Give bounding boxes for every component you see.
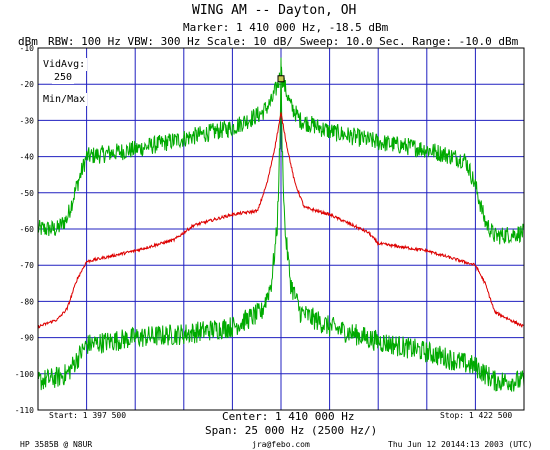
- trace-series-3: [38, 112, 525, 329]
- y-tick-label: -40: [20, 153, 35, 162]
- y-tick-labels: -10 -20 -30 -40 -50 -60 -70 -80 -90 -100 -110: [15, 44, 34, 415]
- plot-frame: [37, 47, 525, 411]
- y-tick-label: -10: [20, 44, 35, 53]
- contact-email: jra@febo.com: [252, 440, 310, 449]
- y-tick-label: -70: [20, 261, 35, 270]
- y-tick-label: -90: [20, 334, 35, 343]
- vidavg-value: 250: [52, 71, 75, 84]
- y-tick-label: -80: [20, 297, 35, 306]
- stop-frequency: Stop: 1 422 500: [440, 411, 513, 420]
- marker-box: [277, 75, 285, 83]
- y-tick-label: -60: [20, 225, 35, 234]
- span-info: Span: 25 000 Hz (2500 Hz/): [205, 424, 378, 437]
- instrument-id: HP 3585B @ N8UR: [20, 440, 93, 449]
- minmax-label: Min/Max: [41, 93, 88, 106]
- y-tick-label: -100: [15, 370, 34, 379]
- marker-readout: Marker: 1 410 000 Hz, -18.5 dBm: [183, 21, 389, 34]
- y-tick-label: -20: [20, 80, 35, 89]
- y-tick-label: -50: [20, 189, 35, 198]
- y-tick-label: -30: [20, 116, 35, 125]
- vidavg-label: VidAvg:: [41, 58, 88, 71]
- timestamp: Thu Jun 12 20144:13 2003 (UTC): [388, 440, 533, 449]
- start-frequency: Start: 1 397 500: [49, 411, 127, 420]
- chart-grid: [38, 48, 524, 410]
- y-tick-label: -110: [15, 406, 34, 415]
- trace-series-2: [37, 57, 525, 392]
- settings-line: RBW: 100 Hz VBW: 300 Hz Scale: 10 dB/ Sw…: [48, 35, 519, 48]
- chart-title: WING AM -- Dayton, OH: [192, 3, 357, 18]
- center-frequency: Center: 1 410 000 Hz: [222, 410, 355, 423]
- y-axis-unit: dBm: [18, 35, 38, 48]
